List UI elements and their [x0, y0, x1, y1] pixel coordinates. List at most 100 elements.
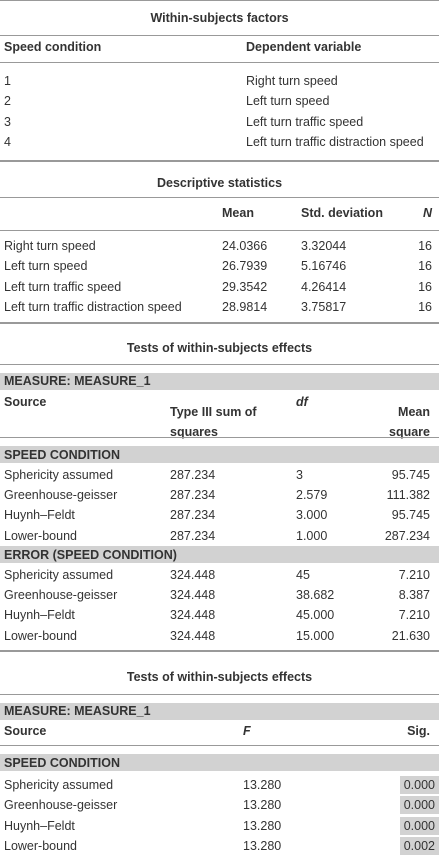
cell: 287.234 — [170, 468, 216, 482]
cell: 3 — [4, 114, 11, 129]
rule — [0, 364, 439, 365]
cell: 324.448 — [170, 588, 216, 603]
cell: 0.000 — [403, 778, 435, 792]
cell: Sphericity assumed — [4, 778, 114, 792]
rule — [0, 650, 439, 652]
cell: 1.000 — [296, 528, 328, 543]
column-header: N — [422, 206, 432, 220]
cell: 13.280 — [243, 778, 282, 792]
cell: Left turn traffic distraction speed — [246, 135, 424, 150]
measure-label: MEASURE: MEASURE_1 — [4, 704, 151, 718]
cell: Sphericity assumed — [4, 568, 114, 582]
cell: Left turn speed — [4, 259, 88, 274]
cell: 3.32044 — [301, 239, 347, 253]
section-title: Descriptive statistics — [156, 176, 283, 190]
cell: 26.7939 — [222, 259, 268, 274]
cell: 287.234 — [170, 528, 216, 543]
shaded-row — [0, 754, 439, 771]
cell: 3.75817 — [301, 299, 347, 314]
measure-label: MEASURE: MEASURE_1 — [4, 374, 151, 388]
cell: 287.234 — [384, 528, 430, 543]
cell: 0.002 — [403, 838, 435, 853]
cell: 1 — [4, 74, 11, 88]
cell: 324.448 — [170, 568, 216, 582]
rule — [0, 322, 439, 324]
cell: 287.234 — [170, 488, 216, 503]
sig-highlight — [400, 796, 439, 815]
rule — [0, 62, 439, 63]
cell: 2 — [4, 94, 11, 109]
cell: Greenhouse-geisser — [4, 588, 118, 603]
group-label: ERROR (SPEED CONDITION) — [4, 547, 177, 562]
shaded-row — [0, 703, 439, 720]
cell: 0.000 — [403, 818, 435, 833]
sig-highlight — [400, 776, 439, 794]
cell: 38.682 — [296, 588, 335, 603]
rule — [0, 35, 439, 36]
cell: 13.280 — [243, 818, 282, 833]
shaded-row — [0, 373, 439, 390]
cell: 3 — [296, 468, 303, 482]
cell: 324.448 — [170, 628, 216, 643]
group-label: SPEED CONDITION — [4, 447, 120, 462]
column-header: F — [243, 724, 251, 738]
cell: Huynh–Feldt — [4, 608, 75, 623]
column-header: Dependent variable — [246, 40, 362, 54]
column-header: Mean — [222, 206, 254, 220]
cell: 7.210 — [398, 568, 430, 582]
cell: 28.9814 — [222, 299, 268, 314]
shaded-row — [0, 446, 439, 463]
rule — [0, 745, 439, 746]
cell: Huynh–Feldt — [4, 818, 75, 833]
cell: 16 — [418, 239, 432, 253]
cell: 0.000 — [403, 798, 435, 813]
cell: 45.000 — [296, 608, 335, 623]
cell: 29.3542 — [222, 279, 268, 294]
cell: 21.630 — [391, 628, 430, 643]
cell: Lower-bound — [4, 838, 77, 853]
cell: Lower-bound — [4, 628, 77, 643]
rule — [0, 437, 439, 438]
cell: 5.16746 — [301, 259, 347, 274]
rule — [0, 230, 439, 231]
cell: 16 — [418, 279, 432, 294]
cell: 15.000 — [296, 628, 335, 643]
cell: 95.745 — [391, 508, 430, 523]
cell: 287.234 — [170, 508, 216, 523]
column-header: Mean square — [389, 405, 430, 439]
cell: Left turn traffic distraction speed — [4, 299, 182, 314]
cell: 3.000 — [296, 508, 328, 523]
section-title: Tests of within-subjects effects — [126, 670, 313, 684]
cell: Left turn speed — [246, 94, 330, 109]
column-header: Type III sum of squares — [170, 405, 257, 439]
rule — [0, 694, 439, 695]
cell: 4 — [4, 135, 11, 150]
cell: Lower-bound — [4, 528, 77, 543]
cell: 8.387 — [398, 588, 430, 603]
column-header: Speed condition — [4, 40, 102, 54]
cell: Sphericity assumed — [4, 468, 114, 482]
group-label: SPEED CONDITION — [4, 755, 120, 770]
section-title: Within-subjects factors — [150, 11, 289, 25]
column-header: Source — [4, 724, 47, 738]
cell: 4.26414 — [301, 279, 347, 294]
rule — [0, 197, 439, 198]
cell: 111.382 — [386, 488, 430, 503]
cell: Left turn traffic speed — [246, 114, 364, 129]
cell: Right turn speed — [4, 239, 96, 253]
sig-highlight — [400, 836, 439, 855]
cell: Huynh–Feldt — [4, 508, 75, 523]
column-header: Sig. — [407, 724, 430, 738]
cell: 95.745 — [391, 468, 430, 482]
column-header: df — [296, 395, 308, 409]
column-header: Std. deviation — [301, 206, 383, 220]
cell: 13.280 — [243, 798, 282, 813]
cell: 45 — [296, 568, 310, 582]
cell: Left turn traffic speed — [4, 279, 122, 294]
cell: 2.579 — [296, 488, 328, 503]
column-header: Source — [4, 395, 47, 409]
rule — [0, 160, 439, 162]
cell: 16 — [418, 259, 432, 274]
cell: 13.280 — [243, 838, 282, 853]
